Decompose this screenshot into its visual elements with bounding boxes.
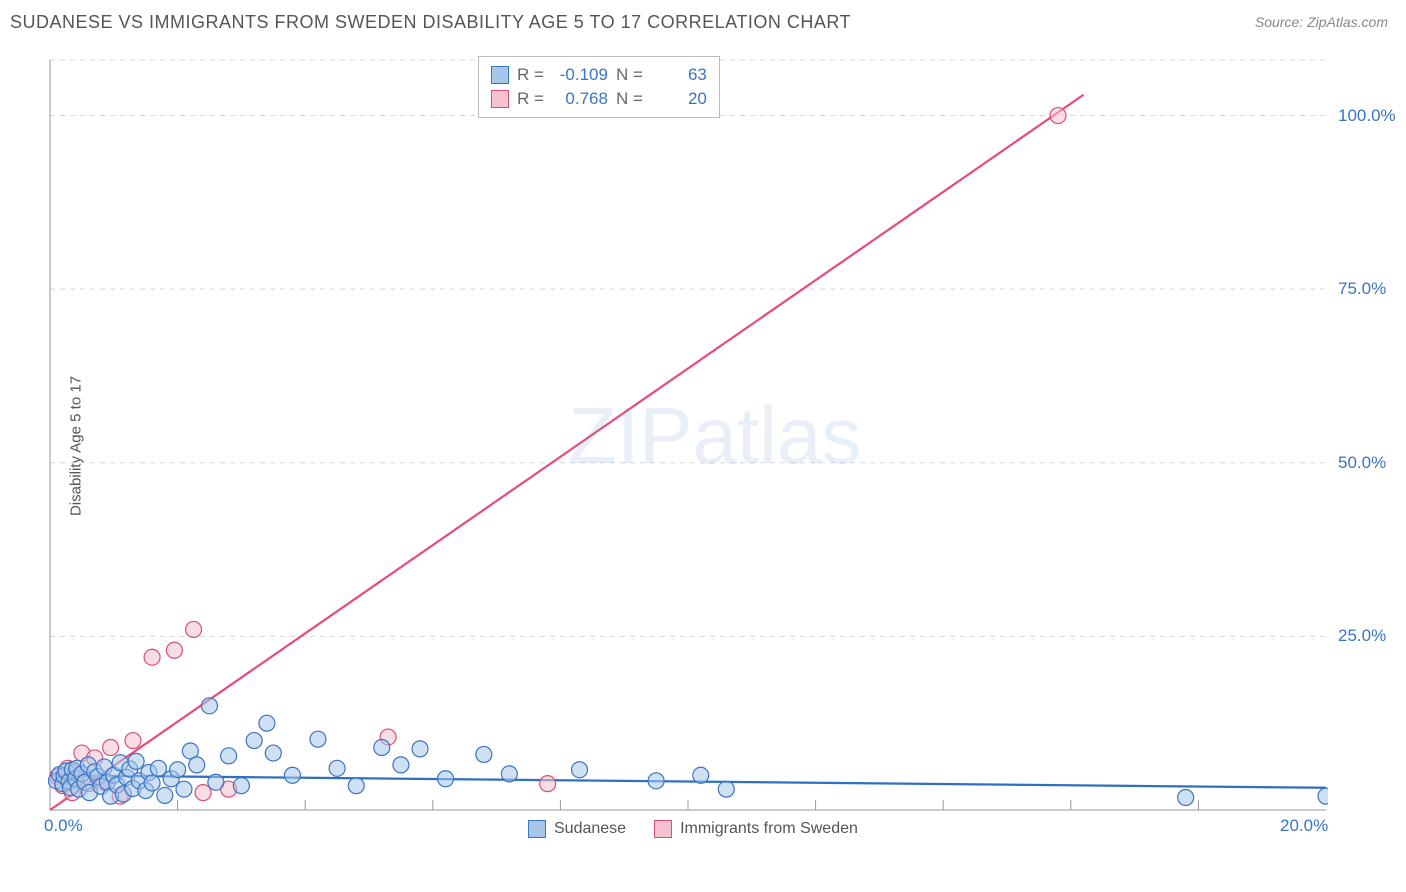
correlation-row-a: R = -0.109 N = 63	[491, 63, 707, 87]
legend-item-a: Sudanese	[528, 820, 626, 838]
y-tick-label: 75.0%	[1338, 279, 1406, 299]
series-a-label: Sudanese	[554, 820, 626, 838]
plot-area: ZIPatlas R = -0.109 N = 63 R = 0.768 N =…	[48, 50, 1328, 840]
series-a-n-value: 63	[651, 63, 707, 87]
y-tick-label: 25.0%	[1338, 626, 1406, 646]
correlation-row-b: R = 0.768 N = 20	[491, 87, 707, 111]
series-legend: Sudanese Immigrants from Sweden	[528, 820, 858, 838]
scatter-chart	[48, 50, 1328, 840]
y-tick-label: 100.0%	[1338, 106, 1406, 126]
r-label: R =	[517, 87, 544, 111]
source-attribution: Source: ZipAtlas.com	[1255, 14, 1388, 30]
series-b-swatch	[654, 820, 672, 838]
x-tick-label: 0.0%	[44, 816, 83, 836]
series-a-r-value: -0.109	[552, 63, 608, 87]
correlation-legend: R = -0.109 N = 63 R = 0.768 N = 20	[478, 56, 720, 118]
series-a-swatch	[528, 820, 546, 838]
x-tick-label: 20.0%	[1280, 816, 1328, 836]
series-b-n-value: 20	[651, 87, 707, 111]
y-tick-label: 50.0%	[1338, 453, 1406, 473]
n-label: N =	[616, 87, 643, 111]
r-label: R =	[517, 63, 544, 87]
chart-title: SUDANESE VS IMMIGRANTS FROM SWEDEN DISAB…	[10, 12, 851, 33]
series-b-swatch	[491, 90, 509, 108]
legend-item-b: Immigrants from Sweden	[654, 820, 858, 838]
n-label: N =	[616, 63, 643, 87]
series-b-r-value: 0.768	[552, 87, 608, 111]
series-a-swatch	[491, 66, 509, 84]
series-b-label: Immigrants from Sweden	[680, 820, 858, 838]
